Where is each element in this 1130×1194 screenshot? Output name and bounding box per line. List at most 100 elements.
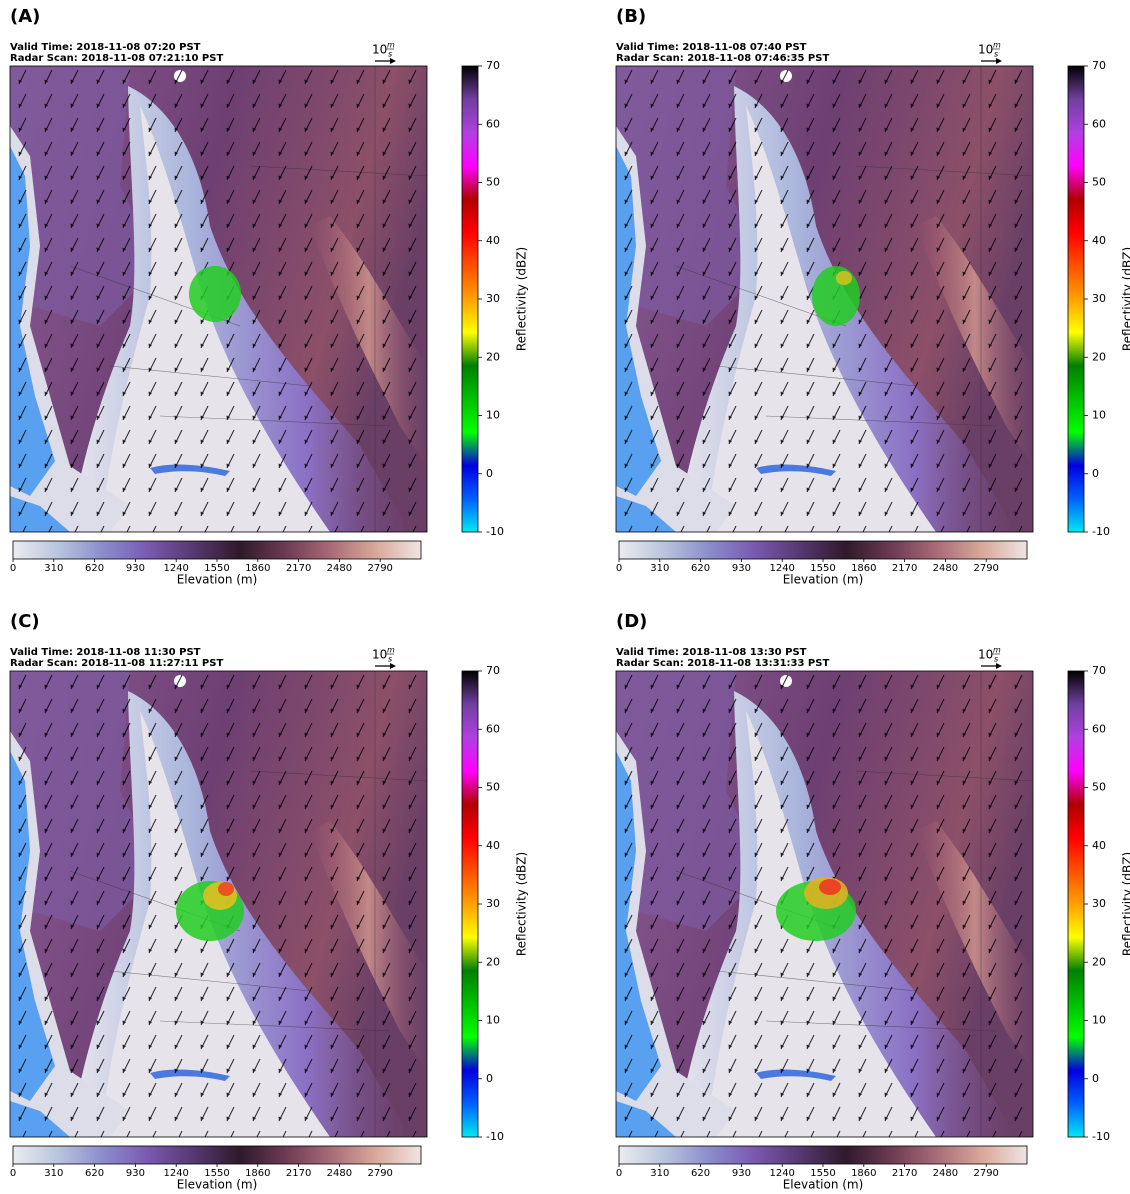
colorbar-tick-label: 10 — [1092, 409, 1106, 422]
colorbar-label: Elevation (m) — [177, 1178, 258, 1192]
colorbar-tick-label: 1240 — [163, 1168, 188, 1179]
colorbar-tick-label: 50 — [486, 176, 500, 189]
colorbar-tick-label: -10 — [486, 525, 504, 538]
map-frame — [9, 65, 428, 533]
colorbar-tick-label: 2790 — [973, 563, 998, 574]
colorbar-tick-label: 0 — [486, 467, 493, 480]
panel-label: (C) — [10, 611, 40, 632]
valid-time: Valid Time: 2018-11-08 13:30 PST — [616, 647, 807, 658]
colorbar-tick-label: 70 — [486, 664, 500, 677]
colorbar-tick-label: 10 — [1092, 1014, 1106, 1027]
reflectivity-colorbar — [461, 65, 479, 533]
colorbar-tick-label: 10 — [486, 1014, 500, 1027]
wind-scale-arrowhead — [996, 58, 1002, 64]
wind-scale-unit: m — [993, 41, 1001, 50]
radar-echo — [836, 271, 852, 285]
map — [10, 66, 427, 532]
colorbar-tick-label: 20 — [486, 350, 500, 363]
panel-label: (A) — [10, 6, 40, 27]
wind-scale-arrowhead — [390, 663, 396, 669]
colorbar-tick-label: 2480 — [327, 1168, 352, 1179]
colorbar-tick-label: 0 — [10, 563, 16, 574]
colorbar-tick-label: 2480 — [933, 563, 958, 574]
colorbar-tick-label: 30 — [486, 897, 500, 910]
colorbar-tick-label: 60 — [1092, 117, 1106, 130]
wind-scale-unit: s — [388, 655, 392, 664]
colorbar-tick-label: 620 — [691, 563, 710, 574]
colorbar-tick-label: 1240 — [769, 563, 794, 574]
colorbar-tick-label: 50 — [486, 781, 500, 794]
colorbar-tick-label: 0 — [616, 1168, 622, 1179]
colorbar-tick-label: 2480 — [933, 1168, 958, 1179]
colorbar-tick-label: 1860 — [245, 1168, 270, 1179]
colorbar-tick-label: 1860 — [245, 563, 270, 574]
map-frame — [615, 65, 1034, 533]
reflectivity-colorbar — [461, 670, 479, 1138]
colorbar-tick-label: 0 — [486, 1072, 493, 1085]
colorbar-tick-label: 0 — [616, 563, 622, 574]
colorbar-label: Reflectivity (dBZ) — [515, 852, 529, 956]
colorbar-label: Elevation (m) — [783, 1178, 864, 1192]
map-frame — [9, 670, 428, 1138]
wind-scale-unit: s — [994, 50, 998, 59]
colorbar-tick-label: 30 — [486, 292, 500, 305]
colorbar-tick-label: 30 — [1092, 897, 1106, 910]
valid-time: Valid Time: 2018-11-08 07:20 PST — [10, 42, 201, 53]
elevation-colorbar — [618, 540, 1028, 560]
colorbar-tick-label: 620 — [85, 563, 104, 574]
map — [616, 66, 1033, 532]
colorbar-tick-label: 620 — [85, 1168, 104, 1179]
elevation-colorbar — [12, 540, 422, 560]
colorbar-tick-label: -10 — [1092, 525, 1110, 538]
colorbar-tick-label: 310 — [44, 563, 63, 574]
colorbar-tick-label: 2480 — [327, 563, 352, 574]
colorbar-tick-label: 930 — [732, 1168, 751, 1179]
radar-echo — [189, 266, 241, 322]
colorbar-tick-label: 20 — [1092, 955, 1106, 968]
map-frame — [615, 670, 1034, 1138]
colorbar-tick-label: 620 — [691, 1168, 710, 1179]
map — [10, 671, 427, 1137]
colorbar-tick-label: 20 — [1092, 350, 1106, 363]
colorbar-tick-label: 1550 — [810, 563, 835, 574]
colorbar-tick-label: 930 — [126, 563, 145, 574]
panel: (D) Valid Time: 2018-11-08 13:30 PSTRadar… — [615, 611, 1130, 1192]
valid-time: Valid Time: 2018-11-08 07:40 PST — [616, 42, 807, 53]
wind-scale-arrowhead — [996, 663, 1002, 669]
colorbar-tick-label: 0 — [10, 1168, 16, 1179]
colorbar-tick-label: 50 — [1092, 781, 1106, 794]
colorbar-tick-label: 1860 — [851, 563, 876, 574]
colorbar-tick-label: 930 — [126, 1168, 145, 1179]
colorbar-label: Reflectivity (dBZ) — [1121, 247, 1130, 351]
colorbar-tick-label: 2170 — [286, 1168, 311, 1179]
wind-scale-value: 10 — [372, 43, 387, 57]
colorbar-tick-label: 1550 — [204, 563, 229, 574]
colorbar-tick-label: -10 — [486, 1130, 504, 1143]
radar-echo — [812, 266, 860, 326]
wind-scale-value: 10 — [372, 648, 387, 662]
colorbar-tick-label: 60 — [486, 722, 500, 735]
colorbar-tick-label: 2790 — [367, 563, 392, 574]
wind-scale-unit: s — [388, 50, 392, 59]
colorbar-label: Elevation (m) — [177, 573, 258, 587]
colorbar-tick-label: 930 — [732, 563, 751, 574]
colorbar-tick-label: 70 — [486, 59, 500, 72]
elevation-colorbar — [12, 1145, 422, 1165]
colorbar-tick-label: 70 — [1092, 59, 1106, 72]
colorbar-tick-label: 40 — [1092, 234, 1106, 247]
wind-scale-value: 10 — [978, 648, 993, 662]
colorbar-label: Elevation (m) — [783, 573, 864, 587]
colorbar-label: Reflectivity (dBZ) — [1121, 852, 1130, 956]
panel-label: (B) — [616, 6, 646, 27]
colorbar-tick-label: 1240 — [163, 563, 188, 574]
colorbar-tick-label: 20 — [486, 955, 500, 968]
colorbar-tick-label: 2170 — [286, 563, 311, 574]
colorbar-tick-label: 70 — [1092, 664, 1106, 677]
colorbar-tick-label: 1550 — [204, 1168, 229, 1179]
wind-scale-arrowhead — [390, 58, 396, 64]
panel: (C) Valid Time: 2018-11-08 11:30 PSTRadar… — [9, 611, 529, 1192]
reflectivity-colorbar — [1067, 65, 1085, 533]
colorbar-tick-label: 2790 — [367, 1168, 392, 1179]
